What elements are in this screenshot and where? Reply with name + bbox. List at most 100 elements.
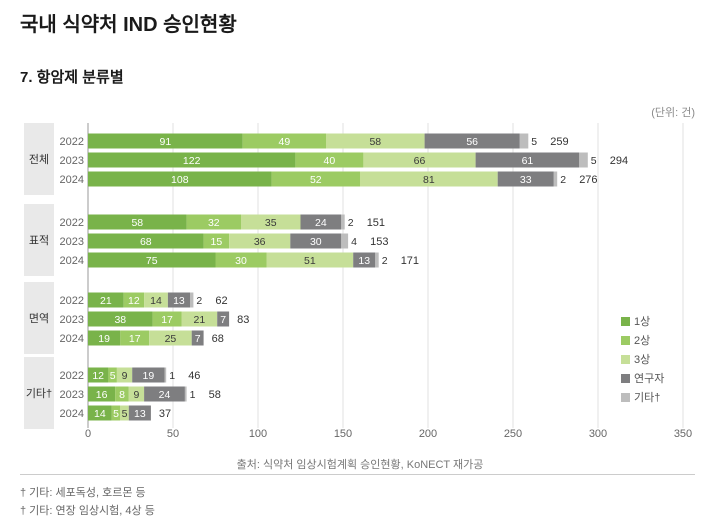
bar-segment <box>553 171 558 187</box>
segment-label: 21 <box>194 314 206 326</box>
segment-label: 5 <box>110 370 116 382</box>
legend-label: 1상 <box>634 315 650 328</box>
bar-segment <box>144 386 185 402</box>
year-label: 2022 <box>60 136 84 148</box>
bar-segment <box>88 233 204 249</box>
segment-label: 30 <box>235 255 247 267</box>
legend-label: 연구자 <box>634 372 664 385</box>
segment-label: 30 <box>310 236 322 248</box>
bar-segment <box>88 386 116 402</box>
segment-label: 8 <box>119 389 125 401</box>
bar-segment <box>326 133 425 149</box>
segment-label: 13 <box>134 408 146 420</box>
total-label: 46 <box>188 370 200 382</box>
bar-segment <box>149 330 192 346</box>
segment-label: 17 <box>161 314 173 326</box>
segment-label: 5 <box>531 136 537 148</box>
total-label: 58 <box>209 389 221 401</box>
bar-segment <box>152 311 182 327</box>
bar-segment <box>271 171 360 187</box>
segment-label: 24 <box>159 389 171 401</box>
segment-label: 122 <box>183 155 201 167</box>
total-label: 68 <box>212 333 224 345</box>
segment-label: 2 <box>196 295 202 307</box>
bar-segment <box>88 292 124 308</box>
bar-segment <box>88 133 243 149</box>
bar-segment <box>295 152 364 168</box>
bar-segment <box>108 367 117 383</box>
bar-segment <box>184 386 187 402</box>
bar-segment <box>519 133 529 149</box>
bar-segment <box>363 152 476 168</box>
segment-label: 17 <box>129 333 141 345</box>
total-label: 171 <box>401 255 419 267</box>
bar-segment <box>497 171 554 187</box>
group-label: 면역 <box>29 312 49 325</box>
total-label: 62 <box>215 295 227 307</box>
segment-label: 35 <box>265 217 277 229</box>
bar-segment <box>88 252 216 268</box>
segment-label: 5 <box>591 155 597 167</box>
segment-label: 9 <box>134 389 140 401</box>
segment-label: 52 <box>310 174 322 186</box>
bar-segment <box>229 233 291 249</box>
segment-label: 49 <box>279 136 291 148</box>
source-note: 출처: 식약처 임상시험계획 승인현황, KoNECT 재가공 <box>236 459 484 471</box>
bar-segment <box>424 133 520 149</box>
segment-label: 32 <box>208 217 220 229</box>
total-label: 276 <box>579 174 597 186</box>
group-label: 기타† <box>26 387 52 400</box>
bar-segment <box>120 405 129 421</box>
bar-segment <box>88 311 153 327</box>
legend-label: 3상 <box>634 353 650 366</box>
segment-label: 36 <box>254 236 266 248</box>
bar-segment <box>88 171 272 187</box>
footnote-1: † 기타: 세포독성, 호르몬 등 <box>20 487 146 499</box>
segment-label: 1 <box>169 370 175 382</box>
bar-segment <box>341 233 349 249</box>
year-label: 2023 <box>60 236 84 248</box>
segment-label: 12 <box>92 370 104 382</box>
legend-swatch <box>621 336 630 345</box>
segment-label: 38 <box>114 314 126 326</box>
segment-label: 61 <box>522 155 534 167</box>
legend-swatch <box>621 317 630 326</box>
segment-label: 2 <box>348 217 354 229</box>
bar-segment <box>191 330 204 346</box>
bar-segment <box>111 405 121 421</box>
x-tick-label: 100 <box>249 428 267 440</box>
bar-segment <box>217 311 230 327</box>
segment-label: 16 <box>96 389 108 401</box>
group-label: 전체 <box>29 153 49 166</box>
bar-segment <box>241 214 301 230</box>
unit-label: (단위: 건) <box>651 107 695 119</box>
segment-label: 91 <box>160 136 172 148</box>
group-label-box <box>24 282 54 354</box>
bar-segment <box>300 214 342 230</box>
bar-segment <box>266 252 354 268</box>
group-label-box <box>24 204 54 276</box>
bar-segment <box>375 252 379 268</box>
legend-swatch <box>621 374 630 383</box>
segment-label: 13 <box>358 255 370 267</box>
year-label: 2024 <box>60 255 84 267</box>
year-label: 2024 <box>60 408 84 420</box>
segment-label: 58 <box>369 136 381 148</box>
segment-label: 13 <box>173 295 185 307</box>
bar-segment <box>353 252 376 268</box>
footnote-2: † 기타: 연장 임상시험, 4상 등 <box>20 505 155 517</box>
legend-label: 2상 <box>634 334 650 347</box>
year-label: 2024 <box>60 333 84 345</box>
bar-segment <box>88 330 121 346</box>
segment-label: 25 <box>165 333 177 345</box>
segment-label: 24 <box>315 217 327 229</box>
bar-segment <box>116 367 133 383</box>
bar-segment <box>181 311 218 327</box>
bar-segment <box>88 152 296 168</box>
bar-segment <box>115 386 129 402</box>
total-label: 259 <box>550 136 568 148</box>
x-tick-label: 350 <box>674 428 692 440</box>
bar-segment <box>167 292 190 308</box>
total-label: 153 <box>370 236 388 248</box>
